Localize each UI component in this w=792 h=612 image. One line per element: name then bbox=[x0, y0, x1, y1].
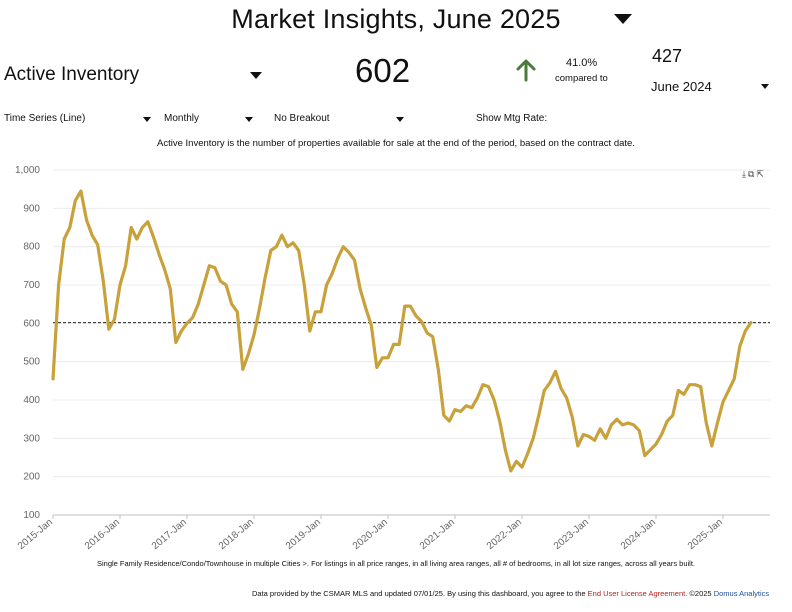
y-tick-label: 200 bbox=[23, 472, 40, 483]
prior-period-select[interactable]: June 2024 bbox=[651, 79, 712, 94]
breakout-select[interactable]: No Breakout bbox=[274, 113, 330, 124]
change-percent: 41.0% bbox=[566, 57, 598, 69]
x-tick-label: 2022-Jan bbox=[485, 517, 524, 552]
title-dropdown-chevron-icon[interactable] bbox=[614, 14, 632, 24]
frequency-select[interactable]: Monthly bbox=[164, 113, 200, 124]
compared-to-label: compared to bbox=[555, 73, 608, 84]
breakout-chevron-icon[interactable] bbox=[396, 117, 404, 122]
page-title: Market Insights, June 2025 bbox=[231, 4, 561, 34]
data-credit: Data provided by the CSMAR MLS and updat… bbox=[252, 589, 769, 598]
x-tick-label: 2025-Jan bbox=[686, 517, 725, 552]
chart-toolbar: ⤓⧉⇱ bbox=[742, 169, 766, 180]
trend-up-arrow-icon bbox=[516, 59, 536, 82]
y-tick-label: 700 bbox=[23, 280, 40, 291]
x-tick-label: 2019-Jan bbox=[284, 517, 323, 552]
metric-select[interactable]: Active Inventory bbox=[4, 64, 140, 85]
credit-text: Data provided by the CSMAR MLS and updat… bbox=[252, 589, 586, 598]
copyright: ©2025 bbox=[689, 589, 712, 598]
metric-select-chevron-icon[interactable] bbox=[250, 72, 262, 79]
x-tick-label: 2020-Jan bbox=[351, 517, 390, 552]
y-tick-label: 100 bbox=[23, 510, 40, 521]
download-icon[interactable]: ⤓ bbox=[742, 169, 748, 179]
y-tick-label: 300 bbox=[23, 433, 40, 444]
x-tick-label: 2024-Jan bbox=[619, 517, 658, 552]
x-tick-label: 2015-Jan bbox=[16, 517, 55, 552]
chart-footnote: Single Family Residence/Condo/Townhouse … bbox=[97, 559, 695, 568]
y-tick-label: 1,000 bbox=[15, 165, 40, 176]
x-tick-label: 2018-Jan bbox=[217, 517, 256, 552]
y-tick-label: 900 bbox=[23, 203, 40, 214]
prior-value: 427 bbox=[652, 46, 683, 66]
copy-icon[interactable]: ⧉ bbox=[747, 169, 757, 179]
mortgage-rate-toggle[interactable]: Show Mtg Rate: bbox=[476, 113, 548, 124]
y-tick-label: 500 bbox=[23, 357, 40, 368]
x-tick-label: 2021-Jan bbox=[418, 517, 457, 552]
current-value: 602 bbox=[355, 52, 411, 89]
x-tick-label: 2023-Jan bbox=[552, 517, 591, 552]
y-tick-label: 600 bbox=[23, 318, 40, 329]
y-tick-label: 800 bbox=[23, 242, 40, 253]
view-type-select[interactable]: Time Series (Line) bbox=[4, 113, 86, 124]
inventory-line-chart: 1,000 900 800 700 600 500 400 300 200 1002015-Jan… bbox=[15, 165, 770, 552]
metric-description: Active Inventory is the number of proper… bbox=[157, 138, 635, 149]
license-link[interactable]: End User License Agreement. bbox=[587, 589, 688, 598]
series-line bbox=[51, 189, 753, 473]
share-icon[interactable]: ⇱ bbox=[756, 169, 766, 179]
frequency-chevron-icon[interactable] bbox=[245, 117, 253, 122]
brand-link[interactable]: Domus Analytics bbox=[713, 589, 770, 598]
x-tick-label: 2016-Jan bbox=[83, 517, 122, 552]
prior-period-chevron-icon[interactable] bbox=[761, 84, 769, 89]
view-type-chevron-icon[interactable] bbox=[143, 117, 151, 122]
y-tick-label: 400 bbox=[23, 395, 40, 406]
x-tick-label: 2017-Jan bbox=[150, 517, 189, 552]
